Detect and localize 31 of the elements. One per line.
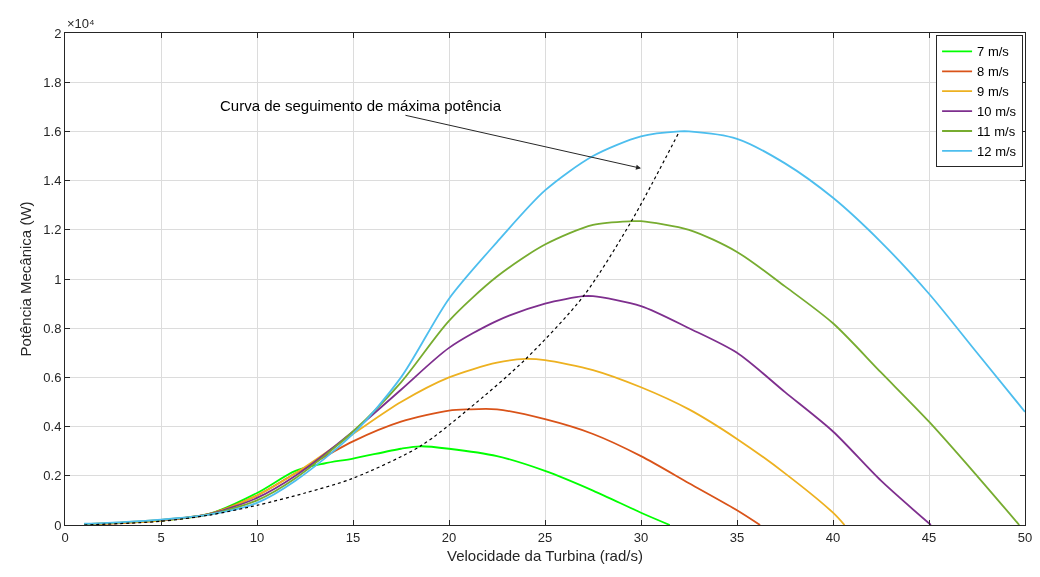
x-tick-label: 5 <box>157 529 165 545</box>
y-tick-label: 0.8 <box>43 320 62 336</box>
x-axis-title: Velocidade da Turbina (rad/s) <box>447 546 643 564</box>
x-tick-label: 40 <box>825 529 841 545</box>
x-tick-label: 20 <box>441 529 457 545</box>
legend-label: 8 m/s <box>977 64 1010 80</box>
text: ×10⁴ <box>67 16 95 31</box>
y-tick-label: 0 <box>54 517 62 533</box>
x-tick-label: 25 <box>537 529 553 545</box>
x-tick-label: 30 <box>633 529 649 545</box>
y-tick-label: 2 <box>54 25 62 41</box>
x-tick-label: 10 <box>249 529 265 545</box>
x-tick-label: 50 <box>1017 529 1033 545</box>
y-tick-label: 1 <box>54 271 62 287</box>
y-tick-label: 0.2 <box>43 468 62 484</box>
y-tick-label: 0.6 <box>43 369 62 385</box>
x-tick-label: 45 <box>921 529 937 545</box>
legend-label: 12 m/s <box>977 143 1017 159</box>
y-tick-label: 1.8 <box>43 74 62 90</box>
annotation: Curva de seguimento de máxima potência <box>220 97 502 114</box>
x-tick-label: 35 <box>729 529 745 545</box>
x-tick-label: 15 <box>345 529 361 545</box>
y-tick-label: 1.4 <box>43 173 62 189</box>
y-axis-title: Potência Mecânica (W) <box>16 201 34 357</box>
y-tick-label: 0.4 <box>43 419 62 435</box>
legend-label: 10 m/s <box>977 104 1017 120</box>
y-tick-label: 1.6 <box>43 123 62 139</box>
legend-label: 7 m/s <box>977 44 1010 60</box>
legend-label: 9 m/s <box>977 84 1010 100</box>
legend-label: 11 m/s <box>977 124 1016 140</box>
y-tick-label: 1.2 <box>43 222 62 238</box>
